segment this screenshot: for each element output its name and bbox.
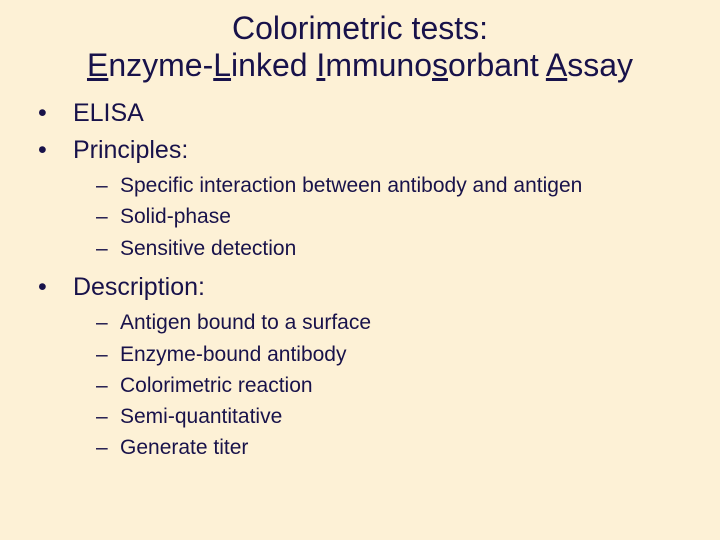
title-i: I — [316, 47, 325, 83]
sub-list-item-label: Solid-phase — [120, 205, 231, 228]
title-l: L — [213, 47, 231, 83]
list-item-label: Principles: — [73, 136, 188, 164]
title-s: s — [432, 47, 448, 83]
slide-title: Colorimetric tests: Enzyme-Linked Immuno… — [20, 10, 700, 84]
title-e: E — [87, 47, 108, 83]
list-item: Description: Antigen bound to a surface … — [42, 272, 700, 462]
sub-list-item-label: Semi-quantitative — [120, 405, 282, 428]
sub-list-item: Solid-phase — [96, 203, 700, 230]
title-ssay: ssay — [567, 47, 633, 83]
title-line1: Colorimetric tests: — [232, 10, 488, 46]
list-item-label: ELISA — [73, 99, 144, 127]
sub-list-item: Sensitive detection — [96, 235, 700, 262]
list-item: ELISA — [42, 98, 700, 129]
sub-list-item-label: Colorimetric reaction — [120, 374, 313, 397]
sub-list-item-label: Sensitive detection — [120, 237, 296, 260]
sub-list-item: Enzyme-bound antibody — [96, 341, 700, 368]
slide: Colorimetric tests: Enzyme-Linked Immuno… — [0, 0, 720, 540]
sub-list-item: Antigen bound to a surface — [96, 309, 700, 336]
sub-list-item: Semi-quantitative — [96, 403, 700, 430]
title-orbant: orbant — [448, 47, 546, 83]
sub-list-item: Generate titer — [96, 434, 700, 461]
sub-list: Specific interaction between antibody an… — [42, 172, 700, 262]
title-nzyme: nzyme- — [108, 47, 213, 83]
sub-list-item: Specific interaction between antibody an… — [96, 172, 700, 199]
sub-list-item-label: Antigen bound to a surface — [120, 311, 371, 334]
title-inked: inked — [231, 47, 316, 83]
bullet-list: ELISA Principles: Specific interaction b… — [20, 98, 700, 462]
sub-list-item-label: Enzyme-bound antibody — [120, 343, 346, 366]
list-item: Principles: Specific interaction between… — [42, 135, 700, 262]
title-a: A — [546, 47, 567, 83]
sub-list-item: Colorimetric reaction — [96, 372, 700, 399]
list-item-label: Description: — [73, 273, 205, 301]
sub-list-item-label: Generate titer — [120, 436, 248, 459]
sub-list: Antigen bound to a surface Enzyme-bound … — [42, 309, 700, 461]
title-mmuno: mmuno — [325, 47, 432, 83]
sub-list-item-label: Specific interaction between antibody an… — [120, 174, 582, 197]
title-line2: Enzyme-Linked Immunosorbant Assay — [20, 47, 700, 84]
